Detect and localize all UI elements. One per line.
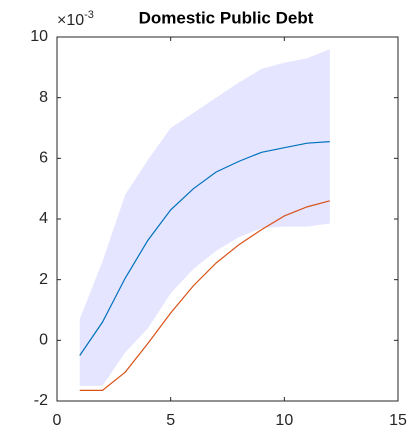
y-tick-label: 4 [39,210,48,227]
line [79,200,330,391]
y-multiplier-base: ×10 [57,12,84,29]
x-tick-label: 5 [166,412,175,429]
confidence-band [79,49,330,386]
y-multiplier: ×10-3 [57,9,94,29]
x-tick-label: 0 [53,412,62,429]
y-tick-label: 8 [39,89,48,106]
y-tick-label: 10 [30,28,48,45]
chart-title: Domestic Public Debt [139,8,314,27]
x-tick-label: 15 [389,412,407,429]
y-tick-label: -2 [34,392,48,409]
x-tick-label: 10 [275,412,293,429]
y-tick-label: 6 [39,150,48,167]
y-tick-label: 2 [39,271,48,288]
line [79,141,330,356]
y-multiplier-exponent: -3 [84,9,94,21]
y-tick-label: 0 [39,332,48,349]
